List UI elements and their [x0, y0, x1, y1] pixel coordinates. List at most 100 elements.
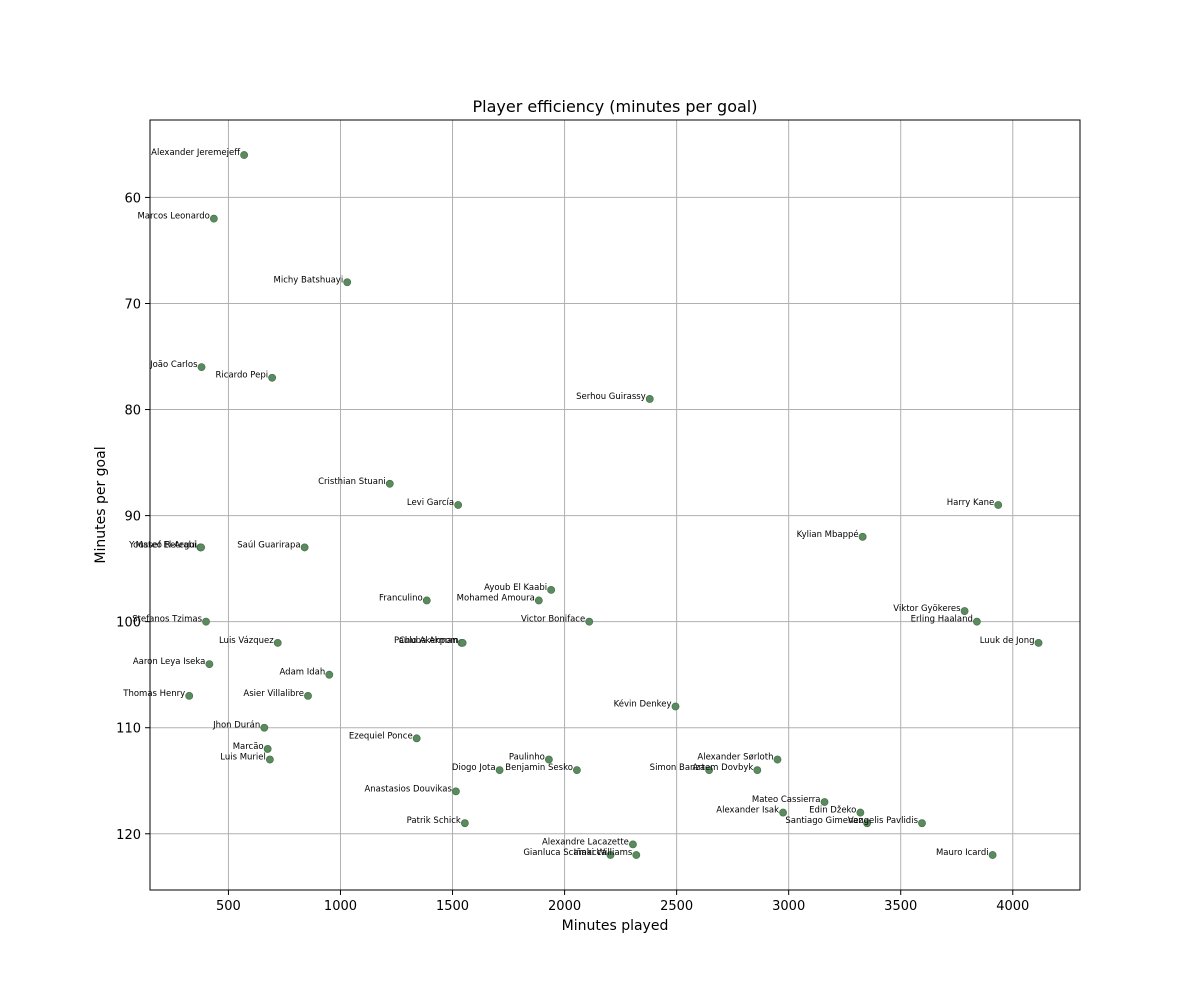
x-tick-label: 4000: [996, 899, 1029, 914]
data-point: [544, 755, 553, 764]
point-label: Michy Batshuayi: [274, 275, 344, 285]
data-point: [325, 670, 334, 679]
data-point: [300, 543, 309, 552]
data-point: [645, 395, 654, 403]
y-tick-label: 70: [124, 297, 141, 312]
data-point: [458, 638, 467, 647]
point-label: Benjamin Sesko: [505, 763, 573, 773]
data-point: [205, 660, 214, 668]
data-point: [209, 214, 218, 223]
point-label: Harry Kane: [947, 498, 994, 508]
data-point: [460, 819, 469, 828]
y-tick-label: 110: [116, 722, 141, 737]
point-label: Franculino: [379, 593, 423, 603]
x-tick-label: 3500: [884, 899, 917, 914]
point-label: Luis Muriel: [220, 753, 266, 763]
data-point: [1034, 638, 1043, 647]
data-point: [451, 787, 460, 796]
y-tick-label: 100: [116, 616, 141, 631]
data-point: [385, 479, 394, 488]
data-point: [422, 596, 431, 605]
point-label: Artem Dovbyk: [692, 763, 753, 773]
data-point: [632, 851, 641, 859]
y-tick-label: 120: [116, 828, 141, 843]
data-point: [585, 617, 594, 626]
x-tick-label: 1000: [324, 899, 357, 914]
data-point: [820, 798, 829, 806]
point-label: João Carlos: [149, 360, 198, 370]
data-point: [960, 607, 969, 615]
point-label: Mateo Cassierra: [752, 795, 821, 805]
point-label: Santiago Gimenez: [785, 816, 863, 826]
point-label: Simon Banza: [650, 763, 705, 773]
x-tick-label: 3000: [772, 899, 805, 914]
data-point: [265, 755, 274, 764]
x-tick-label: 500: [216, 899, 241, 914]
data-point: [773, 755, 782, 764]
y-tick-label: 90: [124, 510, 141, 525]
point-label: Chuba Akpom: [399, 636, 459, 646]
data-point: [779, 808, 787, 817]
point-label: Alexander Isak: [716, 806, 779, 816]
point-label: Paulinho: [509, 753, 545, 763]
data-point: [454, 501, 463, 509]
x-tick-label: 2500: [660, 899, 693, 914]
y-tick-label: 60: [124, 191, 141, 206]
data-point: [197, 543, 205, 552]
point-label: Levi García: [407, 498, 454, 508]
x-tick-label: 1500: [436, 899, 469, 914]
data-point: [705, 766, 714, 775]
point-label: Saúl Guarirapa: [237, 540, 300, 550]
point-label: Patrik Schick: [407, 816, 461, 826]
data-point: [671, 702, 680, 711]
point-label: Iñaki Williams: [574, 848, 633, 858]
data-point: [606, 851, 615, 859]
data-point: [263, 745, 272, 753]
point-label: Edin Džeko: [809, 806, 856, 816]
data-point: [260, 723, 269, 732]
point-label: Serhou Guirassy: [576, 392, 646, 402]
point-label: Luis Vázquez: [219, 636, 274, 646]
point-label: Mateo Retegui: [136, 540, 197, 550]
point-label: Gianluca Scamacca: [523, 848, 606, 858]
data-point: [863, 819, 872, 828]
point-label: Luuk de Jong: [980, 636, 1035, 646]
point-label: Alexander Sørloth: [697, 753, 773, 763]
data-point: [534, 596, 543, 605]
data-point: [988, 851, 997, 859]
point-label: Erling Haaland: [911, 615, 973, 625]
data-point: [753, 766, 762, 775]
point-label: Vangelis Pavlidis: [848, 816, 919, 826]
data-point: [994, 501, 1003, 509]
y-axis-label: Minutes per goal: [93, 446, 109, 563]
axis-ticks: 500 1000 1500 2000 2500 3000 3500 4000 60 70 80 90 1…: [116, 191, 1029, 914]
point-label: Ayoub El Kaabi: [484, 583, 547, 593]
point-label: Thomas Henry: [122, 689, 185, 699]
point-label: Kévin Denkey: [614, 699, 672, 710]
point-label: Marcão: [233, 742, 264, 752]
data-point: [858, 532, 867, 541]
data-point: [973, 617, 981, 626]
data-point: [273, 638, 282, 647]
point-label: Viktor Gyökeres: [893, 604, 961, 614]
chart-title: Player efficiency (minutes per goal): [473, 97, 758, 116]
data-point: [547, 585, 556, 594]
point-label: Mauro Icardi: [936, 848, 989, 858]
point-label: Alexander Jeremejeff: [151, 148, 241, 158]
point-label: Marcos Leonardo: [137, 212, 209, 222]
data-point: [856, 808, 865, 817]
point-label: Adam Idah: [280, 668, 326, 678]
point-label: Paulo Akerman: [394, 636, 458, 646]
data-points: Alexander Jeremejeff Marcos Leonardo Michy…: [122, 148, 1043, 859]
x-tick-label: 2000: [548, 899, 581, 914]
x-axis-label: Minutes played: [562, 918, 669, 934]
point-label: Kylian Mbappé: [797, 529, 859, 540]
data-point: [240, 151, 249, 159]
data-point: [918, 819, 926, 828]
data-point: [629, 840, 637, 849]
point-label: Diogo Jota: [452, 763, 496, 773]
plot-frame: [149, 119, 1081, 891]
data-point: [412, 734, 421, 743]
point-label: Youssef El-Arabi: [128, 540, 196, 550]
data-point: [268, 373, 277, 382]
